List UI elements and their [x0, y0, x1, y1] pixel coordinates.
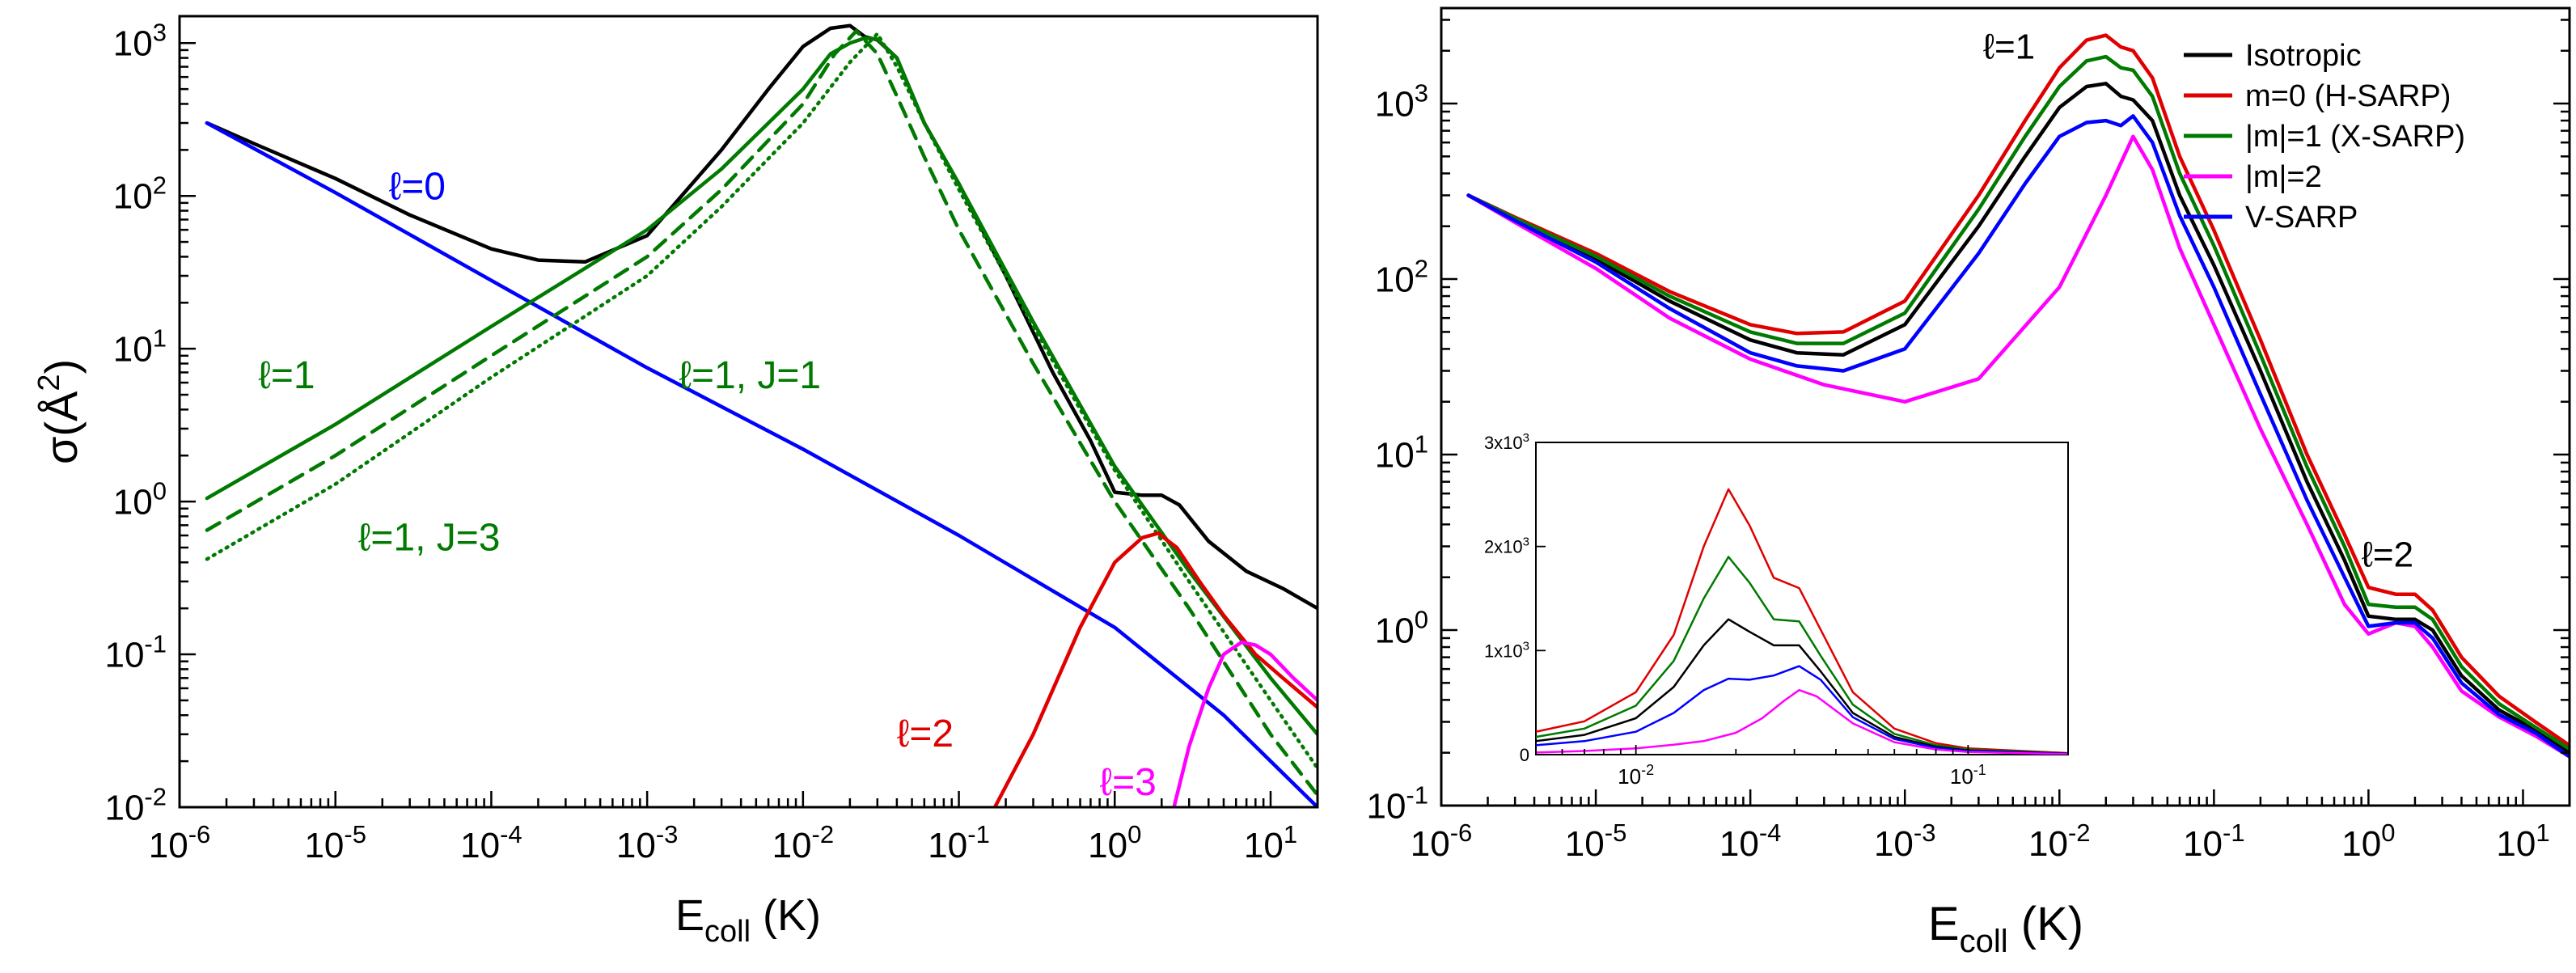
left-x-tick-labels: 10-6 10-5 10-4 10-3 10-2 10-1 100 101 — [149, 820, 1297, 865]
inset-ticks — [1535, 442, 2069, 755]
right-series-group — [1466, 33, 2570, 759]
series-line--1-j-3 — [205, 32, 1318, 771]
series-line-isotropic — [1466, 82, 2570, 755]
x-tick-label: 10-3 — [1874, 819, 1936, 864]
inset-series-clipped — [1536, 488, 2068, 755]
inset-x-tick-label: 10-2 — [1618, 762, 1654, 789]
left-plot-frame — [178, 15, 1319, 809]
y-tick-label: 101 — [1375, 429, 1428, 475]
left-ticks — [178, 42, 1319, 809]
series-line--1-dashed — [205, 29, 1318, 797]
right-ticks — [1440, 19, 2571, 807]
x-tick-label: 10-5 — [1565, 819, 1627, 864]
y-tick-label: 103 — [113, 19, 167, 64]
left-y-axis-label: σ(Å2) — [32, 359, 87, 464]
right-y-tick-labels: 10-1 100 101 102 103 — [1366, 78, 1428, 826]
annotation-label: ℓ=1 — [1983, 27, 2035, 67]
series-line--2 — [992, 531, 1318, 807]
y-tick-label: 102 — [1375, 254, 1428, 299]
x-tick-label: 101 — [1244, 820, 1297, 865]
left-x-axis-label: Ecoll (K) — [675, 891, 821, 949]
y-tick-label: 103 — [1375, 78, 1428, 124]
right-x-tick-labels: 10-6 10-5 10-4 10-3 10-2 10-1 100 101 — [1411, 819, 2550, 864]
x-tick-label: 10-4 — [1719, 819, 1782, 864]
x-tick-label: 10-2 — [772, 820, 835, 865]
L-series-clipped — [205, 23, 1318, 807]
annotation-label: ℓ=2 — [897, 713, 954, 755]
right-x-axis-label: Ecoll (K) — [1928, 898, 2083, 959]
right-plot-frame — [1440, 6, 2571, 807]
inset-tick-labels: 10-2 10-1 0 1x103 2x103 3x103 — [1484, 431, 1986, 789]
x-tick-label: 10-2 — [2028, 819, 2091, 864]
annotation-label: ℓ=1 — [258, 354, 315, 397]
x-tick-label: 100 — [1088, 820, 1141, 865]
inset-y-tick-label: 3x103 — [1484, 431, 1529, 453]
series-line-v-sarp — [1466, 114, 2570, 759]
x-tick-label: 10-6 — [1411, 819, 1473, 864]
y-tick-label: 10-2 — [104, 782, 167, 827]
inset-y-tick-label: 0 — [1520, 745, 1529, 765]
left-panel: ℓ=0ℓ=1 ℓ=1, J=1ℓ=1, J=3ℓ=2ℓ=3 10-6 10-5 10-… — [32, 15, 1319, 949]
x-tick-label: 10-5 — [304, 820, 366, 865]
legend-entry: Isotropic — [2245, 39, 2362, 73]
y-tick-label: 101 — [113, 324, 167, 370]
y-tick-label: 10-1 — [1366, 781, 1428, 826]
inset-series-line — [1536, 488, 2068, 755]
annotation-label: ℓ=1, J=3 — [358, 516, 501, 559]
annotation-label: ℓ=2 — [2362, 535, 2413, 575]
inset-frame — [1535, 442, 2069, 755]
R-series-clipped — [1466, 33, 2570, 759]
legend-entry: m=0 (H-SARP) — [2245, 79, 2451, 113]
left-y-tick-labels: 10-2 10-1 100 101 102 103 — [104, 19, 167, 828]
x-tick-label: 101 — [2496, 819, 2549, 864]
series-line-m-0-h-sarp- — [1466, 33, 2570, 747]
inset-series-line — [1536, 665, 2068, 755]
x-tick-label: 100 — [2341, 819, 2395, 864]
inset-x-tick-label: 10-1 — [1950, 762, 1986, 789]
x-tick-label: 10-6 — [149, 820, 211, 865]
annotation-label: ℓ=0 — [389, 165, 446, 208]
legend-entry: |m|=2 — [2245, 160, 2322, 194]
inset-series-line — [1536, 618, 2068, 755]
y-tick-label: 100 — [1375, 605, 1428, 650]
right-panel: ℓ=1 ℓ=2 10-2 10-1 0 1x103 2x103 3x103 10-6 10-5… — [1366, 6, 2571, 959]
series-line--m-2 — [1466, 134, 2570, 759]
x-tick-label: 10-1 — [928, 820, 990, 865]
inset-chart: 10-2 10-1 0 1x103 2x103 3x103 — [1484, 431, 2069, 789]
legend-entry: V-SARP — [2245, 201, 2358, 235]
x-tick-label: 10-4 — [460, 820, 522, 865]
legend: Isotropic m=0 (H-SARP) |m|=1 (X-SARP) |m|=2… — [2184, 39, 2465, 235]
annotation-label: ℓ=3 — [1100, 761, 1157, 804]
series-line--3 — [1172, 640, 1318, 807]
y-tick-label: 102 — [113, 171, 167, 217]
inset-series-line — [1536, 556, 2068, 755]
series-line--0 — [205, 121, 1318, 807]
legend-entry: |m|=1 (X-SARP) — [2245, 120, 2465, 154]
y-tick-label: 10-1 — [104, 629, 167, 675]
inset-series-line — [1536, 688, 2068, 755]
left-series-group — [205, 23, 1318, 807]
right-annotations: ℓ=1 ℓ=2 — [1983, 27, 2413, 575]
x-tick-label: 10-3 — [616, 820, 679, 865]
inset-y-tick-label: 1x103 — [1484, 639, 1529, 661]
y-tick-label: 100 — [113, 477, 167, 522]
inset-series-group — [1536, 488, 2068, 755]
x-tick-label: 10-1 — [2183, 819, 2245, 864]
inset-y-tick-label: 2x103 — [1484, 535, 1529, 557]
left-annotations: ℓ=0 ℓ=1 ℓ=1, J=1 ℓ=1, J=3 ℓ=2 ℓ=3 — [258, 165, 1157, 804]
annotation-label: ℓ=1, J=1 — [679, 354, 821, 397]
series-line--m-1-x-sarp- — [1466, 54, 2570, 751]
